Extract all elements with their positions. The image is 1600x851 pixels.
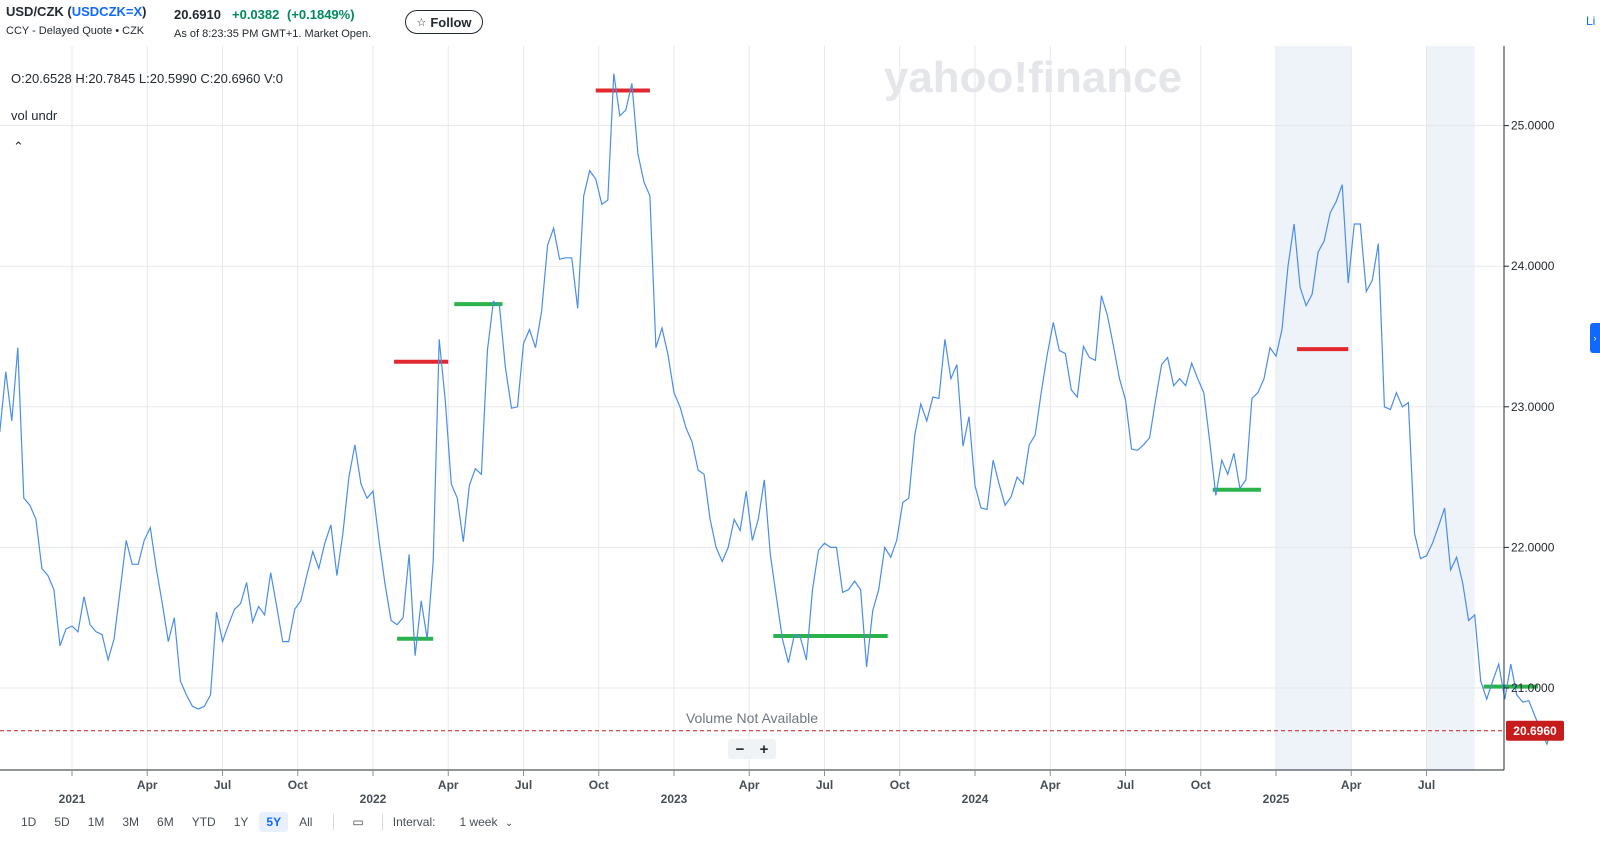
y-tick-label: 25.0000 <box>1511 119 1555 133</box>
range-all[interactable]: All <box>299 815 313 829</box>
side-panel-toggle[interactable]: › <box>1590 323 1600 353</box>
range-6m[interactable]: 6M <box>157 815 174 829</box>
x-month-label: Jul <box>214 778 231 792</box>
highlight-band <box>1276 46 1352 770</box>
current-price: 20.6910 <box>174 7 221 22</box>
x-month-label: Oct <box>288 778 308 792</box>
x-year-label: 2023 <box>661 792 688 806</box>
x-month-label: Oct <box>890 778 910 792</box>
x-month-label: Apr <box>137 778 158 792</box>
follow-button[interactable]: ☆ Follow <box>405 10 483 34</box>
price-chart[interactable]: yahoo!finance Volume Not Available 21.00… <box>0 46 1600 806</box>
toolbar-divider <box>333 814 335 830</box>
range-3m[interactable]: 3M <box>122 815 140 829</box>
chevron-down-icon: ⌄ <box>504 818 514 829</box>
last-price-label: 20.6960 <box>1513 724 1557 738</box>
x-month-label: Apr <box>438 778 459 792</box>
ticker-link[interactable]: USDCZK=X <box>71 4 143 19</box>
x-month-label: Jul <box>1418 778 1435 792</box>
volume-not-available: Volume Not Available <box>686 710 818 726</box>
y-tick-label: 22.0000 <box>1511 540 1555 554</box>
interval-label: Interval: <box>392 815 436 829</box>
last-price-tag <box>1506 720 1564 741</box>
range-1d[interactable]: 1D <box>21 815 37 829</box>
y-tick-label: 21.0000 <box>1511 681 1555 695</box>
follow-label: Follow <box>430 14 472 30</box>
price-line <box>0 73 1560 746</box>
x-month-label: Oct <box>1191 778 1211 792</box>
price-change: +0.0382 (+0.1849%) <box>232 7 355 22</box>
calendar-icon[interactable]: ▭ <box>352 815 364 829</box>
zoom-controls: − + <box>728 739 776 759</box>
star-icon: ☆ <box>416 16 427 29</box>
x-year-label: 2024 <box>962 792 989 806</box>
interval-select[interactable]: 1 week ⌄ <box>459 815 513 829</box>
watermark: yahoo!finance <box>884 53 1182 102</box>
pair-name: USD/CZK <box>6 4 64 19</box>
x-year-label: 2022 <box>360 792 387 806</box>
symbol-title: USD/CZK (USDCZK=X) <box>6 4 147 19</box>
range-1m[interactable]: 1M <box>87 815 105 829</box>
toolbar-divider <box>381 814 383 830</box>
highlight-band <box>1426 46 1475 770</box>
range-toolbar: 1D 5D 1M 3M 6M YTD 1Y 5Y All ▭ Interval:… <box>14 811 513 833</box>
x-month-label: Jul <box>1117 778 1134 792</box>
collapse-caret-icon[interactable]: ⌃ <box>13 139 24 154</box>
range-5d[interactable]: 5D <box>54 815 70 829</box>
range-ytd[interactable]: YTD <box>191 815 216 829</box>
ohlc-readout: O:20.6528 H:20.7845 L:20.5990 C:20.6960 … <box>11 71 284 86</box>
price-change-abs: +0.0382 <box>232 7 280 22</box>
top-right-link[interactable]: Li <box>1586 14 1596 28</box>
x-month-label: Oct <box>589 778 609 792</box>
zoom-in-button[interactable]: + <box>759 740 769 758</box>
x-year-label: 2025 <box>1263 792 1290 806</box>
price-change-pct: (+0.1849%) <box>286 7 355 22</box>
x-month-label: Jul <box>515 778 532 792</box>
range-5y[interactable]: 5Y <box>259 812 289 832</box>
x-month-label: Jul <box>816 778 833 792</box>
chevron-right-icon: › <box>1593 333 1597 343</box>
x-month-label: Apr <box>739 778 760 792</box>
exchange-line: CCY - Delayed Quote • CZK <box>6 25 145 37</box>
x-month-label: Apr <box>1040 778 1061 792</box>
x-month-label: Apr <box>1341 778 1362 792</box>
range-1y[interactable]: 1Y <box>233 815 249 829</box>
y-tick-label: 23.0000 <box>1511 400 1555 414</box>
x-year-label: 2021 <box>59 792 86 806</box>
as-of-time: As of 8:23:35 PM GMT+1. Market Open. <box>174 28 372 40</box>
zoom-out-button[interactable]: − <box>735 740 745 758</box>
y-tick-label: 24.0000 <box>1511 259 1555 273</box>
volume-indicator-label[interactable]: vol undr <box>11 108 58 123</box>
interval-value: 1 week <box>459 815 498 829</box>
